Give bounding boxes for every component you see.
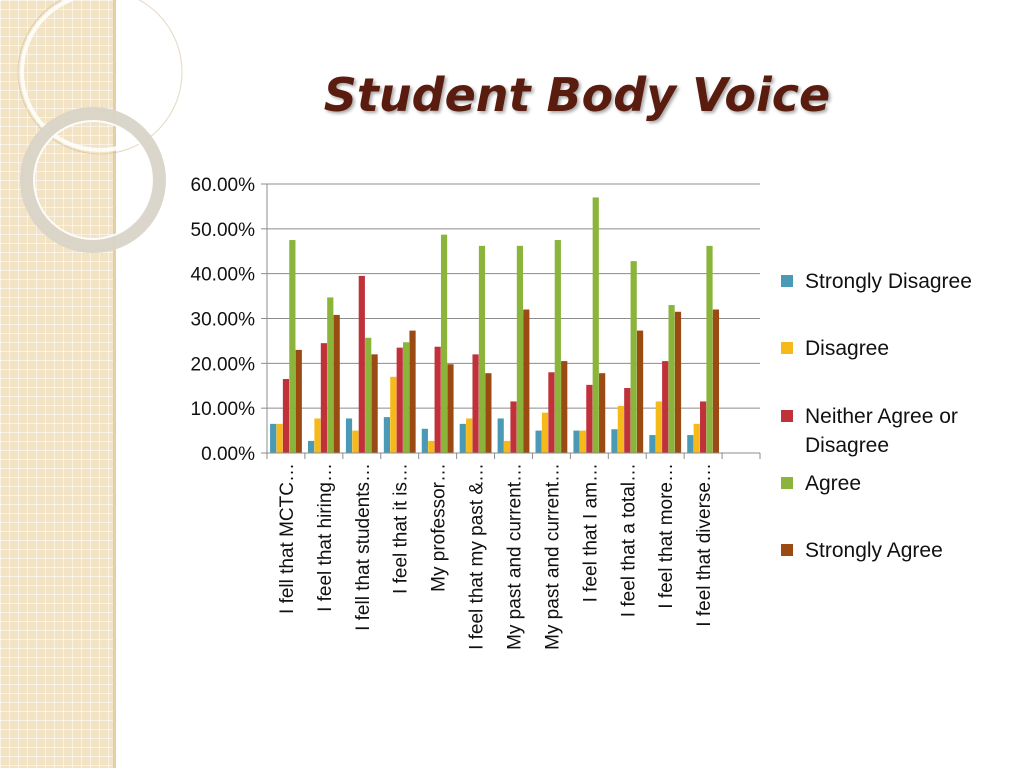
bar-agree (516, 245, 523, 453)
bar-disagree (504, 440, 511, 453)
bar-agree (289, 240, 296, 453)
bar-neither-agree-or-disagree (662, 361, 669, 453)
sidebar-edge (113, 0, 116, 768)
bar-strongly-disagree (270, 423, 277, 453)
legend-swatch (781, 275, 793, 287)
bar-strongly-disagree (497, 418, 504, 453)
bar-disagree (541, 412, 549, 453)
bar-strongly-disagree (649, 435, 656, 453)
bar-neither-agree-or-disagree (320, 343, 327, 453)
bar-agree (592, 197, 599, 453)
legend-label: Neither Agree or Disagree (805, 405, 958, 457)
x-tick-label: My past and current… (542, 463, 563, 650)
bar-disagree (352, 430, 359, 453)
x-tick-label: I feel that it is… (391, 463, 412, 594)
bar-strongly-agree (674, 311, 682, 453)
bar-agree (365, 337, 372, 453)
x-tick-label: I feel that hiring… (315, 463, 336, 612)
legend-swatch (781, 477, 793, 489)
bar-strongly-disagree (421, 428, 428, 453)
bar-strongly-disagree (345, 418, 353, 453)
bar-neither-agree-or-disagree (510, 401, 517, 453)
legend-swatch (781, 410, 793, 422)
bar-neither-agree-or-disagree (472, 354, 479, 453)
y-tick-label: 10.00% (191, 399, 256, 420)
bar-neither-agree-or-disagree (282, 379, 290, 453)
bar-neither-agree-or-disagree (624, 387, 631, 453)
x-tick-label: I feel that diverse… (694, 463, 715, 627)
x-tick-label: I feel that a total… (618, 463, 639, 617)
chart-axes (266, 184, 760, 454)
x-tick-label: I fell that students… (353, 463, 374, 631)
bar-neither-agree-or-disagree (700, 401, 707, 453)
bar-agree (478, 245, 486, 453)
bar-strongly-agree (712, 309, 720, 453)
bar-disagree (693, 423, 700, 453)
x-tick-label: I feel that my past &… (467, 463, 488, 650)
bar-strongly-agree (409, 330, 416, 453)
bar-strongly-disagree (307, 440, 315, 453)
legend-label: Disagree (805, 337, 890, 360)
bar-strongly-agree (371, 354, 378, 453)
bar-strongly-disagree (383, 417, 391, 453)
legend-label: Agree (805, 472, 862, 495)
bar-strongly-agree (333, 314, 340, 453)
bar-agree (630, 261, 637, 453)
x-tick-label: My past and current… (505, 463, 526, 650)
bar-neither-agree-or-disagree (358, 275, 365, 453)
bar-disagree (579, 430, 587, 453)
bar-strongly-disagree (535, 430, 542, 453)
bar-disagree (276, 423, 283, 453)
bar-neither-agree-or-disagree (586, 384, 593, 453)
x-tick-label: I feel that I am… (580, 463, 601, 602)
bar-disagree (390, 376, 397, 453)
y-tick-label: 50.00% (191, 220, 256, 241)
x-tick-label: I feel that more… (656, 463, 677, 609)
y-tick-label: 60.00% (191, 175, 256, 196)
bar-strongly-agree (523, 309, 530, 453)
bar-disagree (428, 440, 435, 453)
x-tick-label: I fell that MCTC… (277, 463, 298, 614)
legend-swatch (781, 544, 793, 556)
x-axis-ticks: I fell that MCTC… I feel that hiring… I fe… (266, 453, 761, 650)
legend-label: Strongly Disagree (805, 270, 972, 293)
bar-strongly-agree (636, 330, 644, 453)
y-tick-label: 40.00% (191, 265, 256, 286)
y-tick-label: 0.00% (201, 444, 255, 465)
bar-neither-agree-or-disagree (396, 347, 403, 453)
bar-disagree (466, 418, 473, 453)
bar-strongly-disagree (611, 429, 618, 453)
bar-agree (706, 245, 713, 453)
bar-strongly-disagree (687, 435, 694, 453)
y-tick-label: 20.00% (191, 354, 256, 375)
x-tick-label: My professor… (429, 463, 450, 592)
bar-disagree (617, 405, 624, 453)
decorative-rings (17, 0, 183, 253)
bar-strongly-agree (485, 373, 492, 453)
bar-strongly-agree (447, 364, 454, 453)
bar-agree (554, 240, 561, 453)
bar-agree (403, 342, 410, 453)
bar-neither-agree-or-disagree (548, 372, 555, 453)
bar-agree (440, 234, 448, 453)
bar-agree (327, 297, 334, 453)
bar-strongly-disagree (573, 430, 580, 453)
bar-disagree (314, 418, 321, 453)
legend-swatch (781, 342, 793, 354)
y-tick-label: 30.00% (191, 310, 256, 331)
y-axis-ticks: 0.00% 10.00% 20.00% 30.00% 40.00% 50.00% 60.00… (191, 175, 267, 465)
bar-strongly-agree (295, 349, 302, 453)
bar-strongly-agree (561, 361, 568, 453)
chart-bars (270, 197, 720, 453)
bar-disagree (655, 401, 662, 453)
bar-strongly-disagree (459, 423, 466, 453)
legend-label: Strongly Agree (805, 539, 943, 562)
bar-strongly-agree (599, 373, 606, 453)
bar-agree (668, 305, 675, 453)
bar-neither-agree-or-disagree (434, 346, 441, 453)
slide-title: Student Body Voice (323, 68, 831, 122)
